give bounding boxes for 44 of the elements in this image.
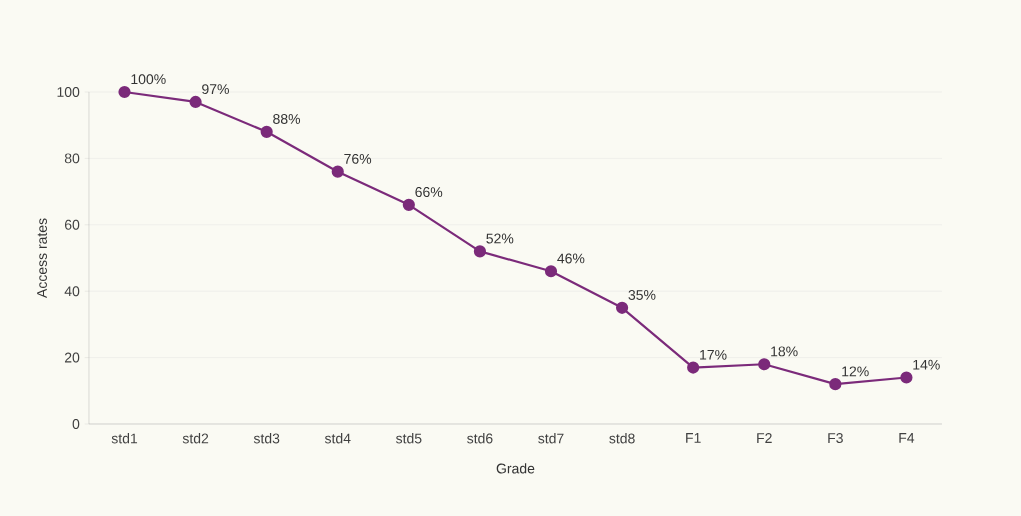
y-tick-label: 60 [64,219,80,230]
data-label: 14% [913,359,940,370]
point [615,301,629,314]
x-tick-label: F2 [757,433,772,443]
x-axis-title: Grade [496,463,535,474]
data-label: 12% [842,366,869,377]
data-label: 35% [628,290,656,300]
x-tick-label: std2 [182,433,209,444]
x-tick-label: std7 [538,433,564,444]
data-label: 46% [557,253,585,264]
point [900,371,913,384]
point [687,361,700,374]
point [473,245,487,258]
data-label: 88% [273,114,301,124]
y-tick-label: 80 [64,153,80,164]
point [829,378,842,391]
x-tick-label: std6 [467,433,493,444]
x-tick-label: std1 [111,433,138,444]
point [331,165,344,178]
data-label: 17% [700,349,727,360]
data-label: 97% [202,84,229,95]
x-tick-label: F3 [828,433,843,444]
point [260,125,273,138]
data-label: 66% [415,187,443,198]
x-tick-label: std3 [253,433,280,444]
x-tick-label: std4 [324,433,351,444]
data-label: 18% [771,346,798,357]
y-tick-label: 40 [64,286,80,297]
point [402,198,415,211]
y-axis-title: Access rates [37,218,47,299]
x-tick-label: std8 [609,433,635,444]
data-label: 52% [486,233,514,244]
y-tick-label: 100 [57,87,80,97]
data-label: 76% [344,153,372,164]
x-tick-label: F4 [899,433,915,443]
data-label: 100% [131,74,166,85]
point [758,358,771,371]
x-tick-label: F1 [686,433,701,443]
point [189,95,202,109]
point [544,265,558,278]
y-tick-label: 20 [64,352,80,363]
x-tick-label: std5 [396,433,422,444]
y-tick-label: 0 [72,419,80,429]
point [118,85,131,99]
